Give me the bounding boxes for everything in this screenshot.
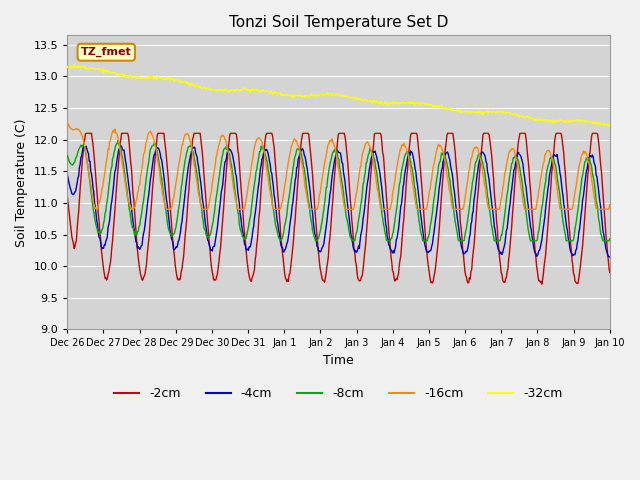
-16cm — [63, 119, 71, 125]
-4cm — [405, 150, 413, 156]
Line: -16cm: -16cm — [67, 122, 610, 209]
Title: Tonzi Soil Temperature Set D: Tonzi Soil Temperature Set D — [229, 15, 448, 30]
Text: TZ_fmet: TZ_fmet — [81, 47, 132, 58]
-16cm — [421, 206, 429, 212]
-8cm — [185, 144, 193, 150]
-2cm — [421, 226, 429, 232]
-32cm — [130, 74, 138, 80]
-16cm — [405, 158, 413, 164]
-8cm — [130, 228, 138, 234]
-4cm — [74, 180, 81, 186]
-2cm — [83, 131, 90, 136]
-4cm — [606, 254, 614, 260]
-32cm — [185, 83, 193, 88]
-2cm — [214, 271, 221, 276]
-8cm — [606, 236, 614, 241]
-8cm — [63, 153, 71, 158]
-8cm — [422, 238, 429, 244]
-8cm — [214, 186, 221, 192]
Line: -4cm: -4cm — [67, 146, 610, 257]
Line: -32cm: -32cm — [67, 65, 610, 126]
-8cm — [74, 152, 81, 158]
-8cm — [406, 156, 413, 162]
-32cm — [421, 101, 429, 107]
Line: -2cm: -2cm — [67, 133, 610, 284]
-16cm — [185, 133, 193, 139]
-32cm — [405, 99, 413, 105]
-4cm — [185, 162, 193, 168]
-8cm — [312, 238, 319, 244]
-32cm — [74, 63, 82, 69]
-2cm — [538, 281, 546, 287]
-2cm — [185, 189, 193, 194]
-32cm — [605, 123, 613, 129]
-16cm — [130, 205, 138, 211]
-4cm — [63, 171, 71, 177]
-16cm — [214, 148, 221, 154]
-4cm — [117, 143, 125, 149]
Y-axis label: Soil Temperature (C): Soil Temperature (C) — [15, 118, 28, 247]
-4cm — [130, 223, 138, 229]
-2cm — [130, 196, 138, 202]
Line: -8cm: -8cm — [67, 141, 610, 241]
-2cm — [63, 194, 71, 200]
-4cm — [214, 224, 221, 230]
X-axis label: Time: Time — [323, 354, 354, 367]
-4cm — [421, 242, 429, 248]
-16cm — [93, 206, 101, 212]
-32cm — [606, 121, 614, 127]
-2cm — [606, 270, 614, 276]
-32cm — [70, 62, 78, 68]
-32cm — [214, 88, 221, 94]
-8cm — [114, 138, 122, 144]
-16cm — [606, 202, 614, 207]
Legend: -2cm, -4cm, -8cm, -16cm, -32cm: -2cm, -4cm, -8cm, -16cm, -32cm — [109, 383, 568, 406]
-2cm — [74, 226, 81, 231]
-32cm — [63, 64, 71, 70]
-2cm — [405, 147, 413, 153]
-16cm — [74, 126, 81, 132]
